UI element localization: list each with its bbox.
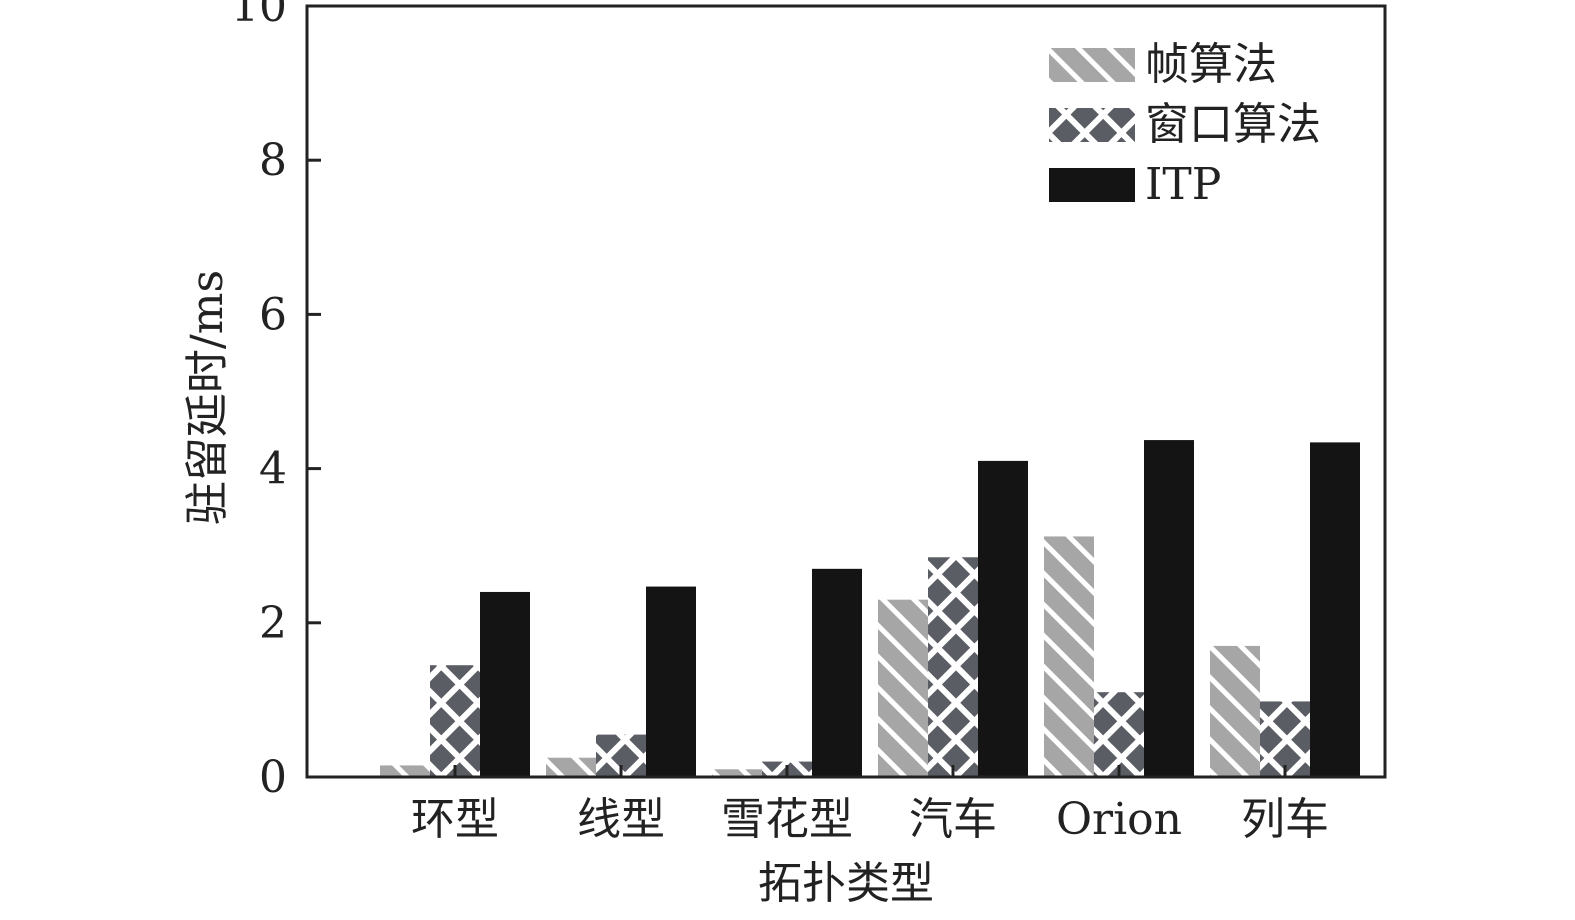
x-category-label: 列车 <box>1241 794 1329 845</box>
legend-swatch <box>1049 108 1135 142</box>
bars-layer <box>380 440 1360 777</box>
x-axis-categories: 环型 线型 雪花型 汽车 Orion 列车 <box>411 765 1329 845</box>
bar-帧算法-环型 <box>380 765 430 777</box>
legend-label: ITP <box>1145 159 1221 210</box>
y-tick-label: 4 <box>259 444 287 495</box>
bar-窗口算法-Orion <box>1094 692 1144 777</box>
bar-ITP-雪花型 <box>812 568 862 777</box>
bar-窗口算法-环型 <box>430 665 480 777</box>
bar-帧算法-线型 <box>546 757 596 777</box>
y-tick-label: 8 <box>259 135 287 186</box>
y-axis-title: 驻留延时/ms <box>182 270 233 525</box>
x-axis-title: 拓扑类型 <box>758 858 934 909</box>
bar-ITP-列车 <box>1310 442 1360 777</box>
bar-帧算法-Orion <box>1044 536 1094 777</box>
y-tick-label: 0 <box>259 752 287 803</box>
bar-ITP-汽车 <box>978 460 1028 777</box>
plot-frame <box>305 4 1387 779</box>
bar-窗口算法-列车 <box>1260 701 1310 777</box>
y-tick-label: 6 <box>259 289 287 340</box>
bar-帧算法-雪花型 <box>712 769 762 777</box>
legend-swatch <box>1049 48 1135 82</box>
legend-swatch <box>1049 168 1135 202</box>
legend-label: 帧算法 <box>1145 39 1277 90</box>
x-category-label: 环型 <box>411 794 499 845</box>
y-tick-label: 2 <box>259 598 287 649</box>
bar-ITP-环型 <box>480 591 530 777</box>
bar-ITP-线型 <box>646 586 696 777</box>
y-tick-label: 10 <box>231 0 287 32</box>
y-axis-ticks: 0 2 4 6 8 10 <box>231 0 321 803</box>
bar-ITP-Orion <box>1144 440 1194 777</box>
x-category-label: 汽车 <box>909 794 997 845</box>
x-category-label: 雪花型 <box>721 794 853 845</box>
bar-帧算法-列车 <box>1210 645 1260 777</box>
bar-帧算法-汽车 <box>878 599 928 777</box>
bar-窗口算法-汽车 <box>928 557 978 777</box>
x-category-label: Orion <box>1056 794 1182 845</box>
legend-label: 窗口算法 <box>1145 99 1321 150</box>
x-category-label: 线型 <box>577 794 665 845</box>
